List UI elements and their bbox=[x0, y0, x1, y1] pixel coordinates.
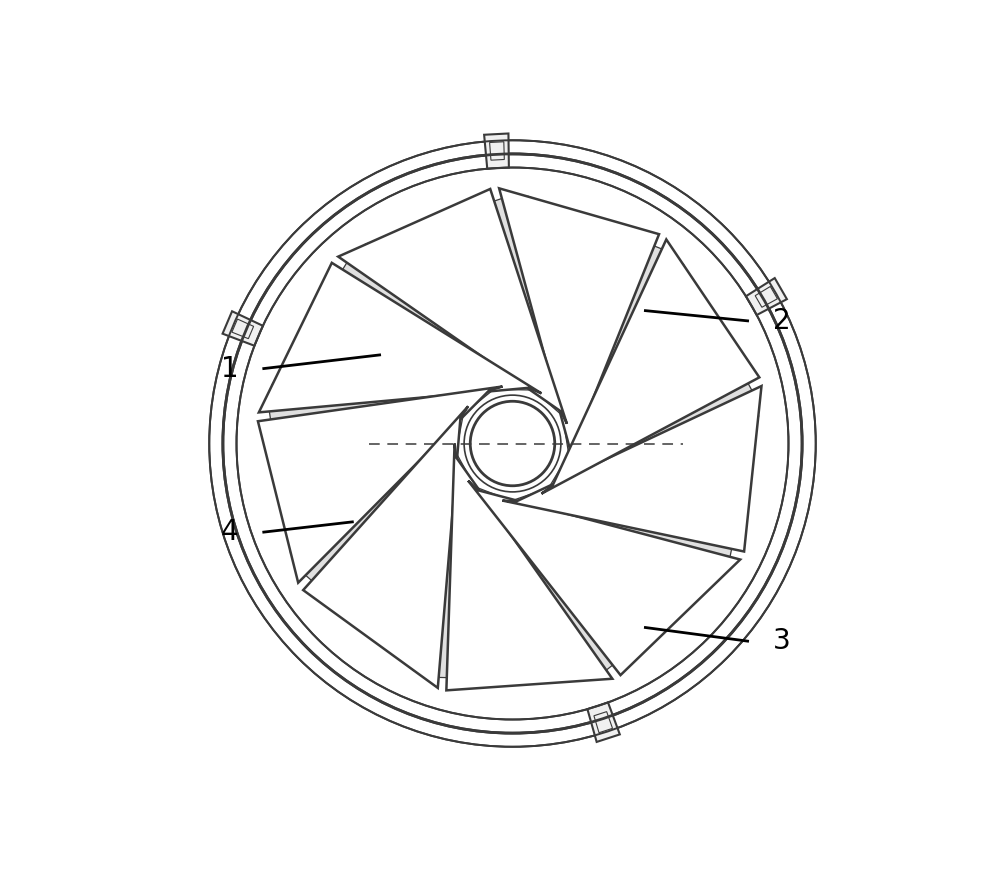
Polygon shape bbox=[299, 405, 471, 671]
Polygon shape bbox=[303, 406, 468, 688]
Polygon shape bbox=[468, 481, 740, 675]
Text: 4: 4 bbox=[221, 518, 239, 546]
Polygon shape bbox=[587, 703, 620, 742]
Text: 1: 1 bbox=[221, 355, 239, 382]
Polygon shape bbox=[430, 441, 583, 681]
Polygon shape bbox=[446, 443, 612, 690]
Polygon shape bbox=[484, 134, 509, 169]
Polygon shape bbox=[746, 278, 787, 315]
Polygon shape bbox=[271, 255, 543, 396]
Polygon shape bbox=[500, 415, 759, 566]
Polygon shape bbox=[539, 264, 756, 494]
Polygon shape bbox=[365, 196, 567, 427]
Text: 3: 3 bbox=[773, 627, 791, 655]
Polygon shape bbox=[223, 312, 263, 346]
Polygon shape bbox=[502, 386, 761, 551]
Circle shape bbox=[470, 401, 555, 486]
Polygon shape bbox=[541, 240, 759, 494]
Polygon shape bbox=[259, 263, 541, 412]
Polygon shape bbox=[528, 196, 670, 466]
Polygon shape bbox=[258, 387, 502, 582]
Polygon shape bbox=[499, 189, 659, 464]
Polygon shape bbox=[467, 478, 719, 676]
Text: 2: 2 bbox=[773, 307, 790, 335]
Polygon shape bbox=[338, 189, 567, 424]
Polygon shape bbox=[268, 388, 505, 554]
